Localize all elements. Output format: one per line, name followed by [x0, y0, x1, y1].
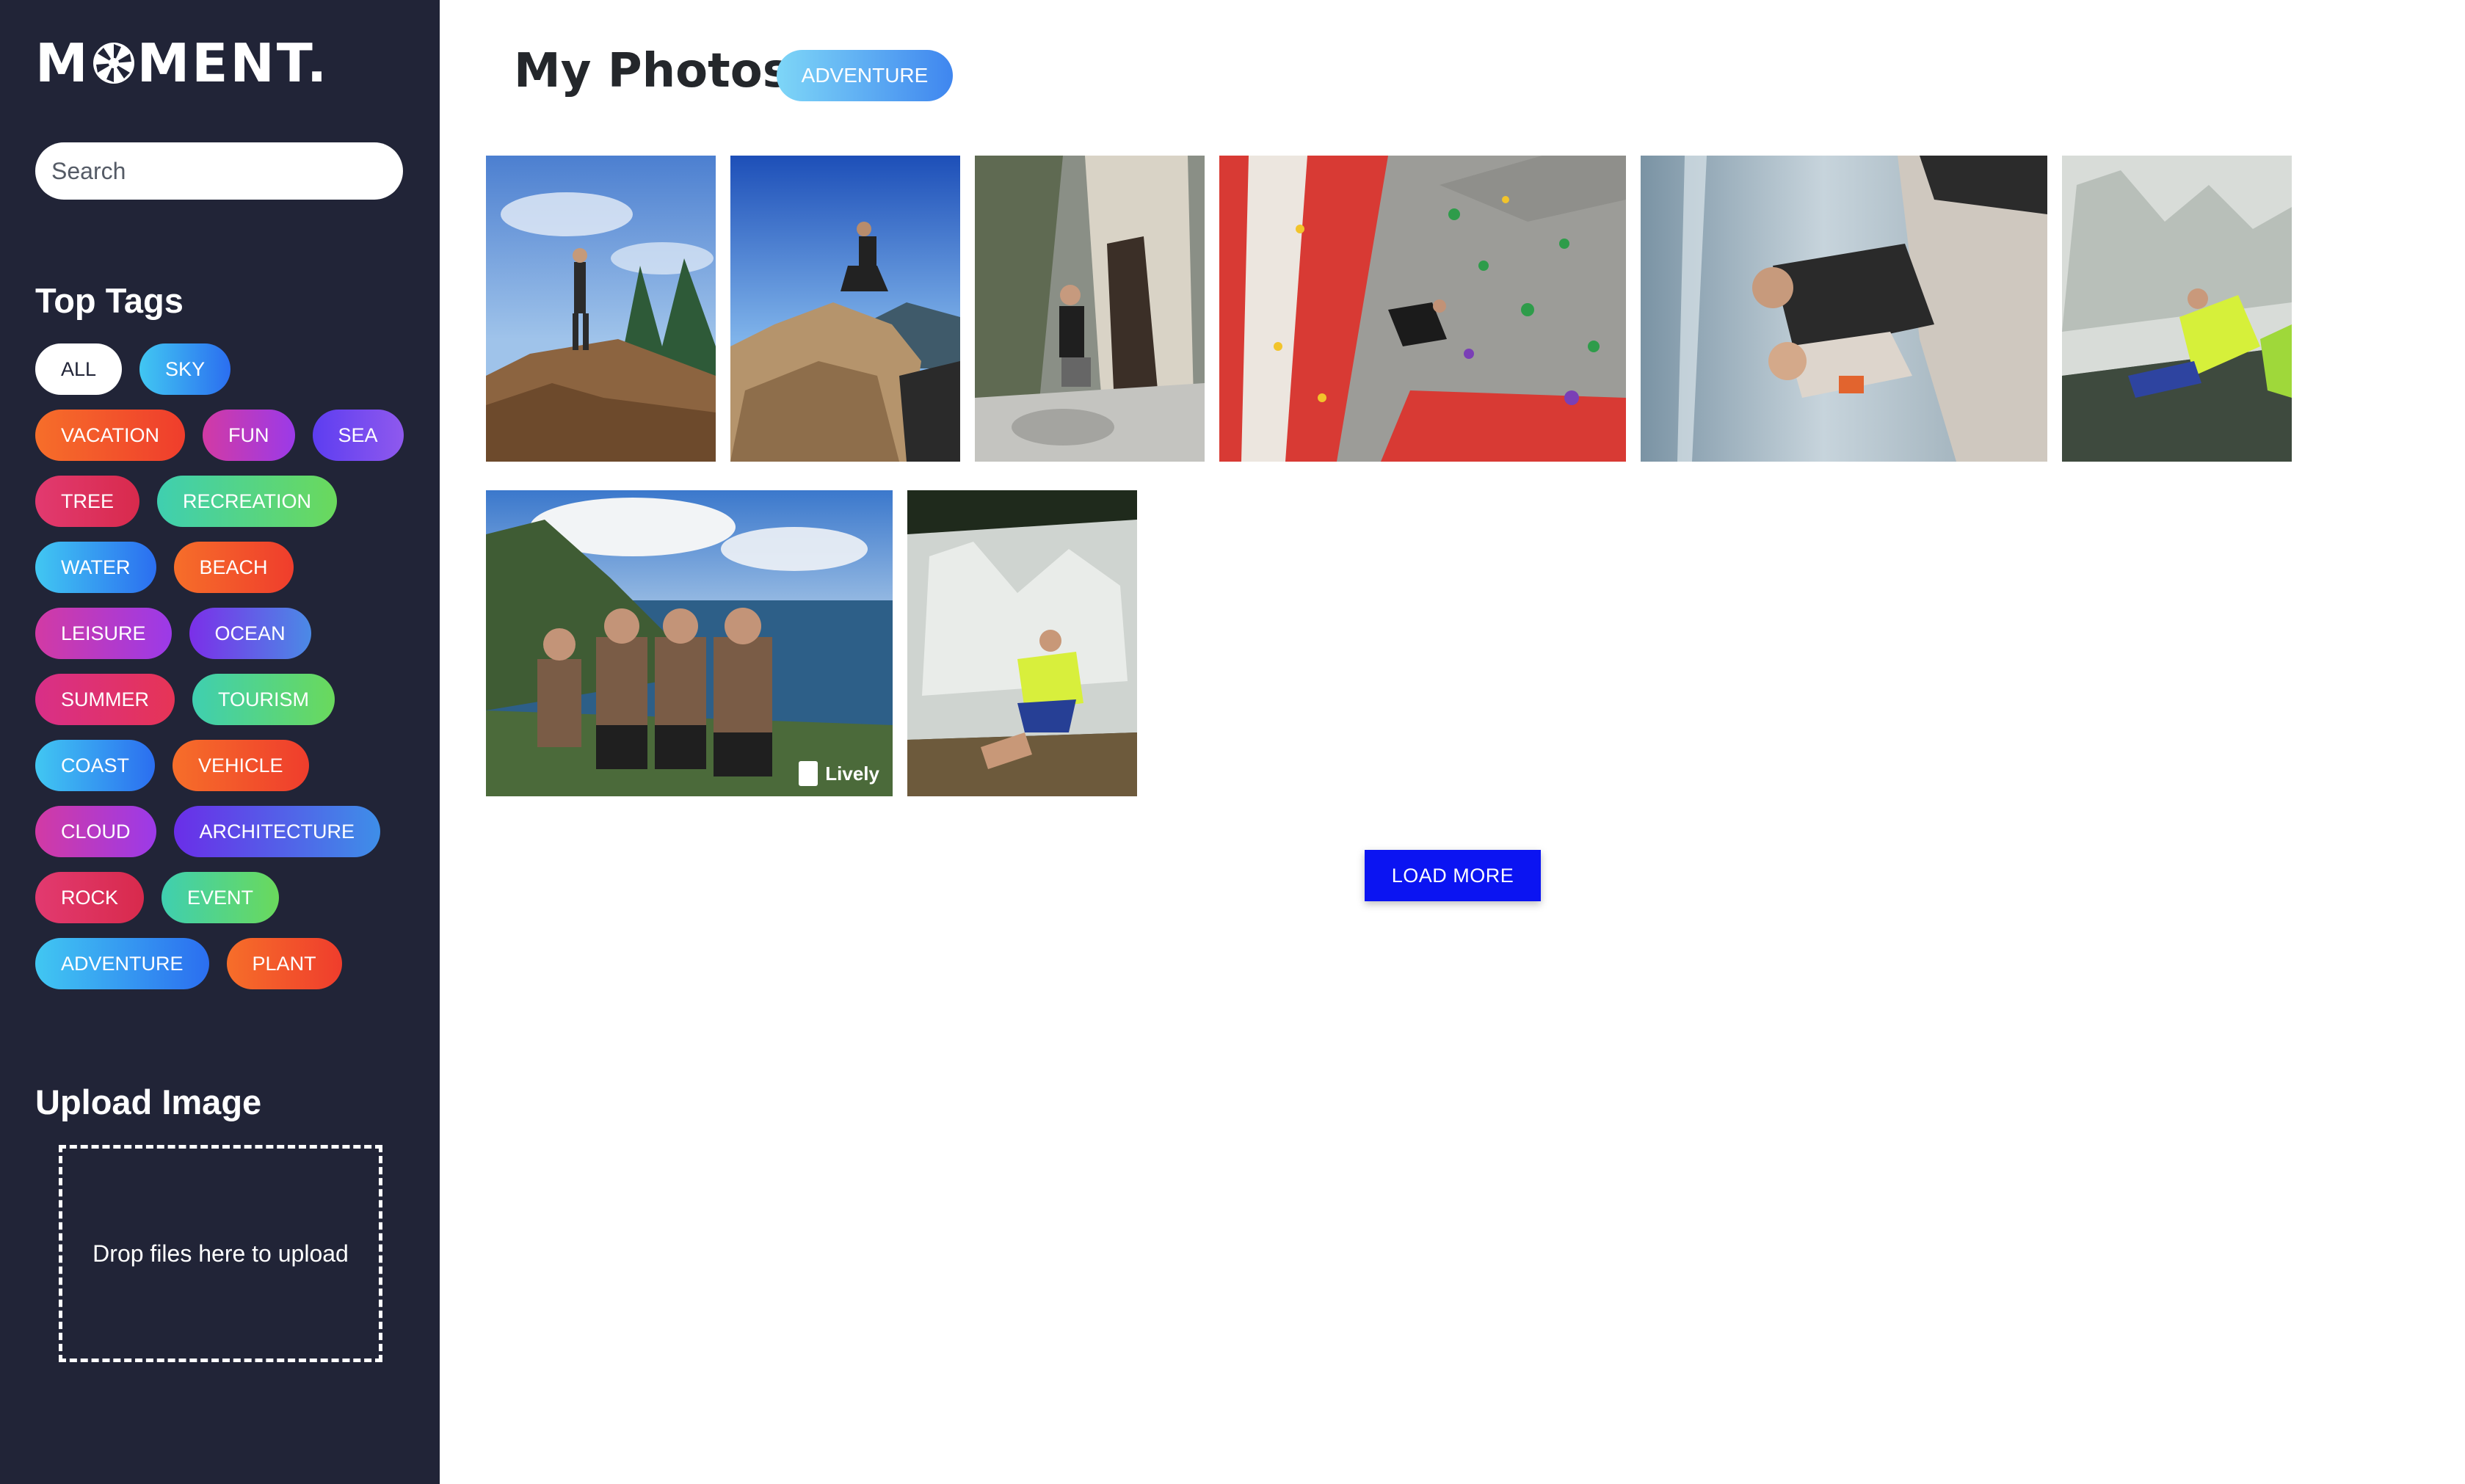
logo[interactable]: M MENT. — [35, 37, 329, 90]
photo-image — [2062, 156, 2292, 462]
active-tag-badge[interactable]: ADVENTURE — [777, 50, 953, 101]
tag-tree[interactable]: TREE — [35, 476, 140, 527]
tag-recreation[interactable]: RECREATION — [157, 476, 338, 527]
photo-man-waterfall[interactable] — [2062, 156, 2292, 462]
tag-leisure[interactable]: LEISURE — [35, 608, 172, 659]
photo-climbing-wall[interactable] — [1219, 156, 1626, 462]
photo-group-coast[interactable]: Lively — [486, 490, 893, 796]
photo-image — [486, 156, 716, 462]
aperture-icon — [92, 43, 134, 84]
dropzone-text: Drop files here to upload — [92, 1240, 349, 1267]
tag-beach[interactable]: BEACH — [173, 542, 294, 593]
tag-vehicle[interactable]: VEHICLE — [173, 740, 309, 791]
page-title: My Photos — [514, 44, 791, 98]
tag-fun[interactable]: FUN — [203, 410, 295, 461]
tag-rock[interactable]: ROCK — [35, 872, 145, 923]
logo-text-start: M — [35, 32, 90, 94]
sidebar: M MENT. Top Tags ALL SKY — [0, 0, 440, 1484]
photo-hiker-tree[interactable] — [975, 156, 1205, 462]
photo-hiker-boulder[interactable] — [730, 156, 960, 462]
tag-sea[interactable]: SEA — [312, 410, 404, 461]
logo-text-end: MENT. — [137, 32, 330, 94]
lively-label: Lively — [825, 762, 879, 785]
top-tags-title: Top Tags — [35, 281, 184, 320]
photo-hiker-cliff[interactable] — [486, 156, 716, 462]
photo-image — [1641, 156, 2047, 462]
load-more-button[interactable]: LOAD MORE — [1365, 850, 1541, 901]
photo-image — [486, 490, 893, 796]
live-photo-icon — [799, 761, 818, 786]
photo-image — [1219, 156, 1626, 462]
photo-image — [975, 156, 1205, 462]
tag-coast[interactable]: COAST — [35, 740, 156, 791]
tag-adventure[interactable]: ADVENTURE — [35, 938, 209, 989]
photo-man-cascade[interactable] — [907, 490, 1137, 796]
tag-cloud[interactable]: CLOUD — [35, 806, 156, 857]
tag-event[interactable]: EVENT — [161, 872, 280, 923]
tag-vacation[interactable]: VACATION — [35, 410, 186, 461]
tag-tourism[interactable]: TOURISM — [192, 674, 335, 725]
tag-sky[interactable]: SKY — [139, 343, 231, 395]
lively-badge: Lively — [799, 761, 879, 786]
upload-dropzone[interactable]: Drop files here to upload — [59, 1145, 382, 1362]
tag-summer[interactable]: SUMMER — [35, 674, 175, 725]
tag-plant[interactable]: PLANT — [226, 938, 342, 989]
search-input[interactable] — [35, 142, 403, 200]
tag-architecture[interactable]: ARCHITECTURE — [173, 806, 381, 857]
tag-list: ALL SKY VACATION FUN SEA TREE RECREATION… — [35, 343, 417, 1004]
upload-image-title: Upload Image — [35, 1083, 262, 1121]
tag-ocean[interactable]: OCEAN — [189, 608, 311, 659]
tag-all[interactable]: ALL — [35, 343, 123, 395]
photo-couple-waterfall[interactable] — [1641, 156, 2047, 462]
photo-image — [730, 156, 960, 462]
photo-image — [907, 490, 1137, 796]
tag-water[interactable]: WATER — [35, 542, 156, 593]
